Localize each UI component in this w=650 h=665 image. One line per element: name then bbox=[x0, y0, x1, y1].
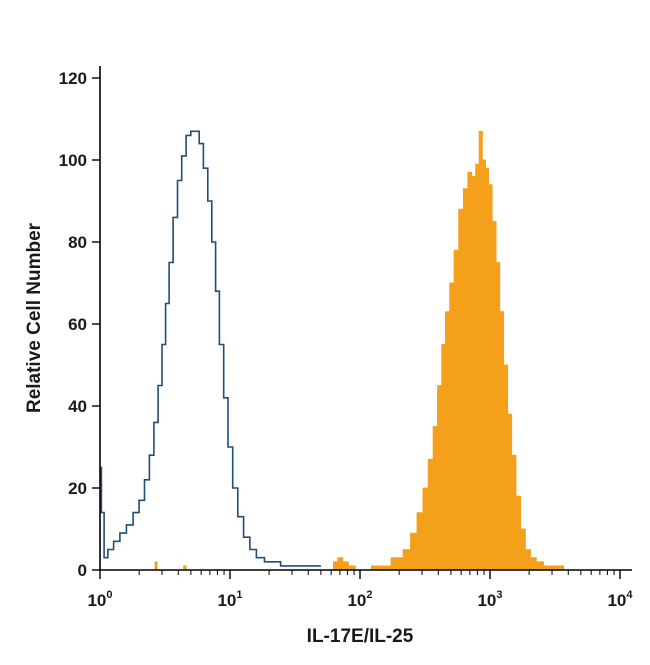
x-tick-base: 10 bbox=[347, 591, 366, 610]
y-tick-label: 40 bbox=[68, 397, 87, 416]
x-tick-label: 102 bbox=[347, 589, 372, 610]
x-tick-exponent: 3 bbox=[496, 589, 502, 601]
y-tick-label: 0 bbox=[78, 561, 87, 580]
x-axis-ticks: 100 101 102 103 104 bbox=[87, 570, 633, 610]
y-axis-title: Relative Cell Number bbox=[24, 222, 45, 413]
x-tick-exponent: 1 bbox=[236, 589, 242, 601]
x-axis-title: IL-17E/IL-25 bbox=[307, 626, 414, 647]
x-tick-base: 10 bbox=[87, 591, 106, 610]
y-axis-ticks: 0 20 40 60 80 100 120 bbox=[59, 69, 100, 580]
y-tick-label: 80 bbox=[68, 233, 87, 252]
y-tick-label: 120 bbox=[59, 69, 87, 88]
x-tick-label: 103 bbox=[477, 589, 502, 610]
y-tick-label: 20 bbox=[68, 479, 87, 498]
x-tick-exponent: 2 bbox=[366, 589, 372, 601]
y-tick-label: 100 bbox=[59, 151, 87, 170]
stained-histogram-fill bbox=[153, 130, 569, 571]
isotype-histogram-outline bbox=[100, 130, 321, 567]
x-tick-exponent: 4 bbox=[626, 589, 633, 601]
x-tick-label: 104 bbox=[607, 589, 633, 610]
x-tick-base: 10 bbox=[607, 591, 626, 610]
x-tick-label: 101 bbox=[217, 589, 242, 610]
x-tick-base: 10 bbox=[477, 591, 496, 610]
x-tick-exponent: 0 bbox=[106, 589, 112, 601]
x-tick-base: 10 bbox=[217, 591, 236, 610]
y-tick-label: 60 bbox=[68, 315, 87, 334]
x-tick-label: 100 bbox=[87, 589, 112, 610]
plot-area bbox=[100, 130, 569, 571]
